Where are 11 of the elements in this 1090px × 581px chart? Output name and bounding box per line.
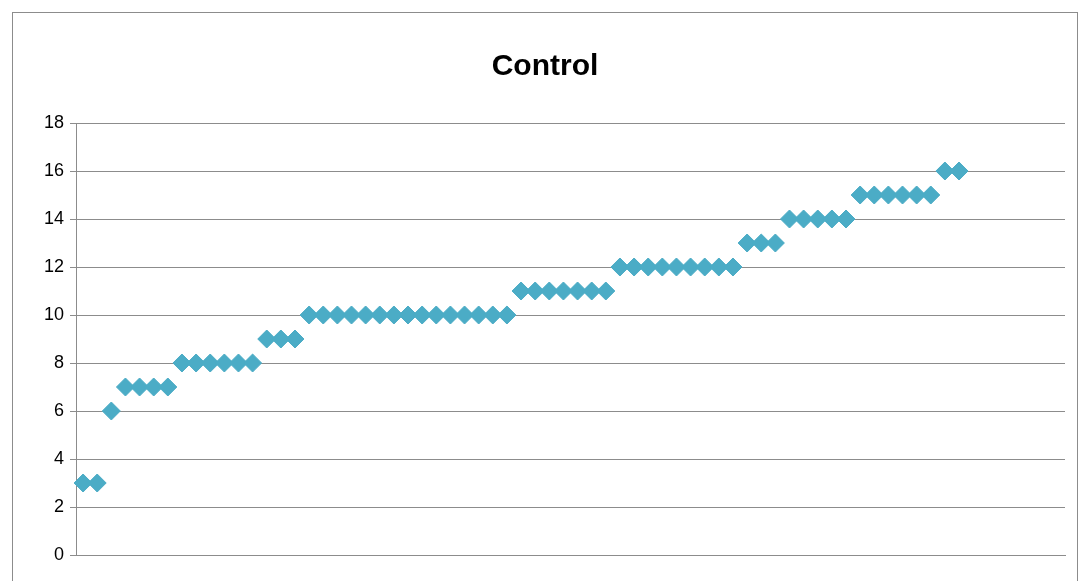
y-tick-label: 2 xyxy=(53,495,64,516)
y-tick-label: 10 xyxy=(43,303,64,324)
y-tick-label: 16 xyxy=(43,159,64,180)
y-tick-label: 12 xyxy=(43,255,64,276)
chart-title: Control xyxy=(491,48,599,82)
y-tick-label: 0 xyxy=(53,543,64,564)
y-tick-label: 4 xyxy=(53,447,64,468)
y-tick-label: 6 xyxy=(53,399,64,420)
y-tick-label: 8 xyxy=(53,351,64,372)
y-tick-label: 14 xyxy=(43,207,64,228)
y-tick-label: 18 xyxy=(43,111,64,132)
